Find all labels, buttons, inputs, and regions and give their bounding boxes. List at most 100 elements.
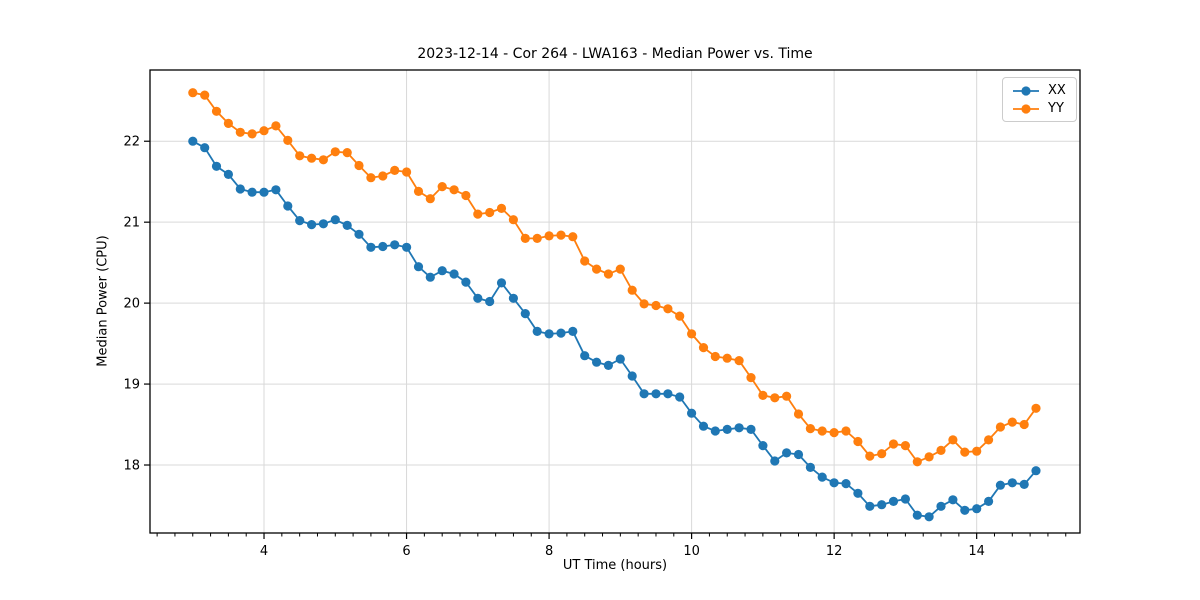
x-tick-label: 10: [683, 544, 700, 559]
series-yy-marker: [342, 148, 352, 158]
series-xx-marker: [1019, 479, 1029, 489]
series-xx-marker: [366, 242, 376, 252]
series-yy-marker: [888, 439, 899, 449]
series-yy-marker: [318, 155, 328, 165]
series-yy-marker: [223, 118, 233, 128]
series-yy-marker: [948, 435, 958, 445]
series-yy-marker: [402, 167, 412, 177]
series-xx-marker: [259, 187, 269, 197]
series-xx-marker: [924, 512, 934, 522]
x-tick-label: 12: [826, 544, 843, 559]
series-xx-marker: [1031, 466, 1041, 476]
series-yy-marker: [283, 135, 293, 145]
x-axis: 4 6 8 10 12 14: [260, 533, 985, 559]
series-xx-marker: [402, 242, 412, 252]
series-xx-marker: [746, 424, 756, 434]
series-xx-marker: [995, 480, 1006, 490]
series-xx-marker: [390, 240, 400, 250]
series-yy-marker: [603, 269, 614, 279]
series-xx-marker: [532, 326, 542, 336]
series-yy-marker: [259, 126, 269, 136]
series-xx-marker: [307, 220, 317, 230]
series-xx-marker: [1007, 478, 1017, 488]
series-yy-marker: [651, 300, 661, 311]
series-xx-marker: [603, 360, 614, 370]
x-axis-label: UT Time (hours): [562, 558, 668, 573]
series-yy-marker: [687, 329, 697, 339]
series-yy-marker: [615, 264, 625, 274]
series-xx-marker: [936, 501, 946, 511]
series-yy-marker: [746, 373, 756, 383]
series-xx-marker: [984, 496, 994, 506]
legend: XX YY: [1002, 77, 1077, 122]
series-xx-marker: [793, 449, 804, 460]
series-yy-marker: [200, 90, 210, 100]
series-yy-marker: [330, 147, 340, 157]
series-yy-marker: [972, 446, 982, 456]
series-xx-marker: [235, 184, 245, 194]
series-xx-marker: [556, 328, 566, 338]
series-xx-marker: [520, 309, 530, 319]
series-yy-marker: [936, 445, 946, 455]
series-xx-marker: [877, 500, 887, 510]
series-yy-marker: [568, 232, 578, 242]
series-xx-marker: [295, 216, 305, 226]
legend-marker-icon: [1013, 85, 1039, 96]
series-yy-marker: [485, 207, 495, 218]
series-xx-marker: [211, 161, 222, 171]
series-xx-marker: [698, 421, 709, 431]
y-tick-label: 18: [123, 459, 140, 474]
series-yy-marker: [710, 351, 720, 362]
series-yy-marker: [663, 304, 673, 314]
series-yy-marker: [722, 353, 732, 363]
series-xx-marker: [485, 296, 495, 307]
x-tick-label: 14: [968, 544, 985, 559]
series-yy-marker: [793, 409, 804, 419]
series-xx-marker: [841, 479, 851, 489]
series-yy-marker: [627, 285, 637, 295]
series-yy-marker: [235, 127, 245, 137]
series-yy-marker: [877, 449, 887, 459]
y-tick-label: 22: [123, 135, 140, 150]
series-yy-line: [192, 91, 1037, 463]
series-yy-marker: [758, 390, 768, 400]
series-xx-marker: [853, 488, 863, 498]
series-xx-marker: [639, 389, 649, 399]
series-yy-marker: [580, 256, 590, 266]
series-xx-marker: [722, 424, 732, 434]
series-xx-marker: [580, 351, 590, 361]
series-yy-marker: [390, 165, 400, 175]
series-yy-marker: [425, 194, 435, 204]
series-yy-marker: [354, 160, 364, 171]
series-yy-marker: [639, 299, 649, 309]
legend-item-xx: XX: [1012, 83, 1066, 98]
series-xx-marker: [496, 278, 507, 288]
series-xx-marker: [544, 329, 554, 339]
series-xx-marker: [948, 495, 958, 505]
series-yy-marker: [544, 231, 554, 241]
y-axis: 18 19 20 21 22: [123, 135, 150, 474]
series-xx-marker: [413, 262, 424, 272]
series-xx-marker: [758, 441, 768, 451]
series-xx-marker: [627, 371, 637, 381]
legend-item-yy: YY: [1012, 101, 1066, 116]
series-xx-marker: [461, 277, 471, 287]
series-yy-marker: [520, 233, 530, 243]
series-yy-marker: [271, 121, 281, 131]
series-xx-marker: [888, 496, 899, 506]
series-yy-marker: [247, 129, 257, 139]
series-xx-marker: [188, 136, 198, 146]
series-yy-marker: [307, 153, 317, 163]
series-yy-marker: [556, 230, 566, 240]
series-yy-marker: [449, 185, 459, 195]
series-xx-marker: [900, 494, 911, 504]
series-xx-marker: [972, 504, 982, 514]
grid-lines: [150, 70, 1080, 533]
series-xx-marker: [200, 143, 210, 153]
x-tick-label: 6: [402, 544, 410, 559]
legend-marker-icon: [1013, 103, 1039, 114]
series-xx-marker: [734, 423, 744, 433]
series-xx-marker: [817, 472, 827, 482]
series-yy-marker: [378, 171, 388, 181]
